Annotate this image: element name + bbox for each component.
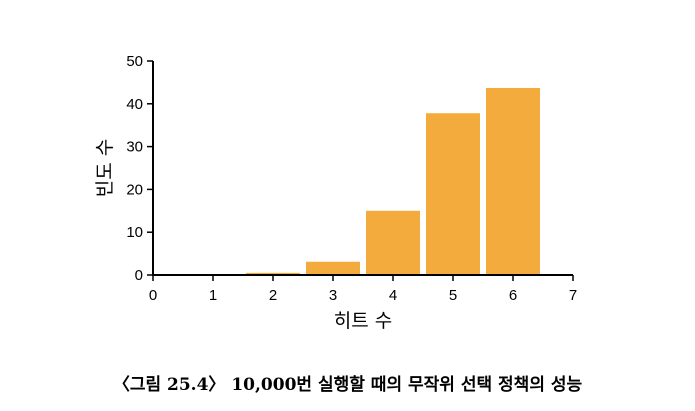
y-tick-label: 10	[126, 224, 143, 241]
x-tick-label: 6	[509, 287, 517, 304]
y-tick-label: 40	[126, 96, 143, 113]
x-tick-label: 2	[269, 287, 277, 304]
y-axis-label: 빈도 수	[94, 139, 116, 197]
y-tick-label: 0	[135, 267, 143, 284]
x-tick-label: 0	[149, 287, 157, 304]
x-tick-label: 5	[449, 287, 457, 304]
bar-5	[426, 113, 480, 275]
bar-6	[486, 87, 540, 276]
x-tick-label: 1	[209, 287, 217, 304]
x-tick-label: 4	[389, 287, 397, 304]
bar-chart: 0 1 2 3 4 5 6 7 0 10 20 30 40 50 히트 수 빈도 수	[94, 53, 577, 332]
figure-caption: 〈그림 25.4〉 10,000번 실행할 때의 무작위 선택 정책의 성능	[112, 375, 583, 395]
y-tick-label: 50	[126, 53, 143, 70]
y-tick-label: 30	[126, 139, 143, 156]
x-axis-label: 히트 수	[334, 310, 392, 332]
y-tick-label: 20	[126, 181, 143, 198]
bar-3	[306, 261, 360, 275]
bar-4	[366, 210, 420, 275]
x-tick-label: 7	[569, 287, 577, 304]
x-tick-label: 3	[329, 287, 337, 304]
bar-2	[246, 272, 300, 275]
